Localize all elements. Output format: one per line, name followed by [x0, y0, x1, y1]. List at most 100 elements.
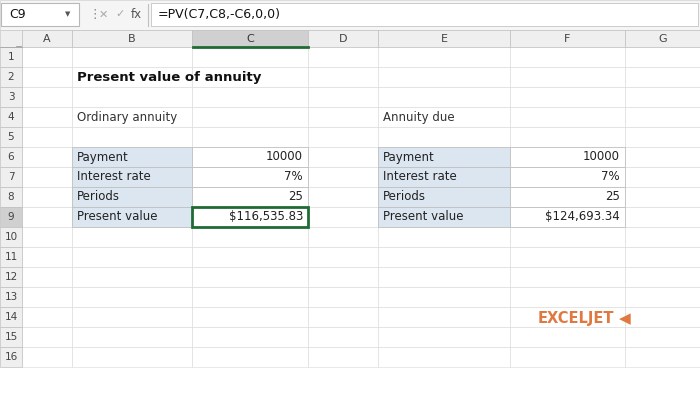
- Bar: [378, 147, 510, 167]
- Bar: [0, 347, 22, 367]
- Text: 6: 6: [8, 152, 14, 162]
- Text: D: D: [339, 34, 347, 44]
- Bar: [510, 87, 625, 107]
- Text: 16: 16: [4, 352, 18, 362]
- Bar: [625, 307, 700, 327]
- Bar: [510, 247, 625, 267]
- Bar: [378, 347, 510, 367]
- Text: Annuity due: Annuity due: [383, 110, 454, 124]
- Bar: [22, 67, 72, 87]
- Bar: [510, 167, 625, 187]
- Bar: [510, 327, 625, 347]
- Bar: [510, 227, 625, 247]
- Bar: [625, 267, 700, 287]
- Bar: [0, 247, 22, 267]
- Bar: [625, 207, 700, 227]
- Text: 10000: 10000: [266, 150, 303, 164]
- Bar: [308, 247, 378, 267]
- Bar: [378, 227, 510, 247]
- Bar: [625, 167, 700, 187]
- Bar: [378, 247, 510, 267]
- Text: A: A: [43, 34, 51, 44]
- Bar: [72, 107, 192, 127]
- Bar: [72, 187, 192, 207]
- Bar: [308, 187, 378, 207]
- Bar: [510, 67, 625, 87]
- Bar: [0, 207, 22, 227]
- Bar: [625, 67, 700, 87]
- Text: ✓: ✓: [115, 10, 125, 20]
- Bar: [625, 107, 700, 127]
- Bar: [378, 327, 510, 347]
- Text: Present value: Present value: [77, 210, 158, 224]
- Bar: [72, 67, 192, 87]
- Bar: [0, 267, 22, 287]
- Bar: [510, 307, 625, 327]
- Text: 25: 25: [288, 190, 303, 204]
- Bar: [378, 30, 510, 47]
- Bar: [192, 167, 308, 187]
- Text: =PV(C7,C8,-C6,0,0): =PV(C7,C8,-C6,0,0): [158, 8, 281, 21]
- Bar: [0, 227, 22, 247]
- Text: 15: 15: [4, 332, 18, 342]
- Bar: [625, 227, 700, 247]
- Bar: [72, 127, 192, 147]
- Bar: [72, 87, 192, 107]
- Bar: [625, 187, 700, 207]
- Bar: [308, 227, 378, 247]
- Bar: [0, 47, 22, 67]
- Text: 5: 5: [8, 132, 14, 142]
- Bar: [192, 207, 308, 227]
- Bar: [308, 327, 378, 347]
- Bar: [510, 147, 625, 167]
- Text: 3: 3: [8, 92, 14, 102]
- Bar: [192, 247, 308, 267]
- Bar: [72, 227, 192, 247]
- Bar: [0, 127, 22, 147]
- Bar: [378, 187, 510, 207]
- Text: Interest rate: Interest rate: [383, 170, 456, 184]
- Bar: [625, 47, 700, 67]
- Bar: [22, 327, 72, 347]
- Bar: [192, 347, 308, 367]
- Bar: [22, 147, 72, 167]
- Bar: [378, 47, 510, 67]
- Bar: [378, 267, 510, 287]
- Bar: [0, 0, 700, 30]
- Bar: [378, 167, 510, 187]
- Bar: [0, 67, 22, 87]
- Bar: [378, 207, 510, 227]
- Bar: [192, 147, 308, 167]
- Bar: [308, 127, 378, 147]
- Text: EXCELJET: EXCELJET: [538, 312, 615, 326]
- Bar: [625, 287, 700, 307]
- Bar: [0, 147, 22, 167]
- Text: fx: fx: [131, 8, 142, 21]
- Bar: [192, 67, 308, 87]
- Bar: [22, 347, 72, 367]
- Bar: [510, 47, 625, 67]
- Text: 14: 14: [4, 312, 18, 322]
- Bar: [192, 267, 308, 287]
- Text: ▼: ▼: [65, 12, 71, 18]
- Bar: [192, 107, 308, 127]
- Bar: [192, 127, 308, 147]
- Bar: [0, 30, 22, 47]
- Bar: [378, 207, 510, 227]
- Bar: [0, 307, 22, 327]
- Bar: [72, 30, 192, 47]
- Bar: [192, 187, 308, 207]
- Bar: [72, 47, 192, 67]
- Bar: [625, 127, 700, 147]
- Text: 8: 8: [8, 192, 14, 202]
- Text: 13: 13: [4, 292, 18, 302]
- Bar: [308, 307, 378, 327]
- Bar: [72, 187, 192, 207]
- Text: 25: 25: [605, 190, 620, 204]
- Bar: [308, 347, 378, 367]
- Bar: [22, 187, 72, 207]
- Text: $116,535.83: $116,535.83: [229, 210, 303, 224]
- Bar: [72, 287, 192, 307]
- Bar: [72, 307, 192, 327]
- Bar: [625, 247, 700, 267]
